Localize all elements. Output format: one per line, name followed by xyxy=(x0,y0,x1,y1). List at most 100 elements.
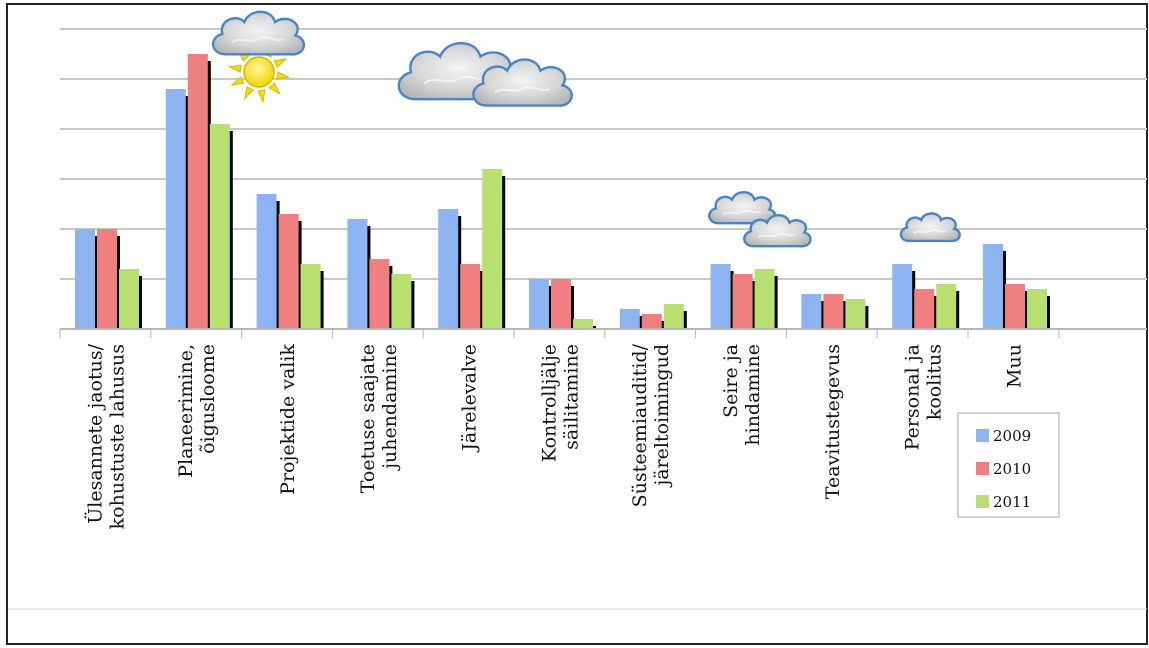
bar-shadow xyxy=(820,301,825,329)
bar-shadow xyxy=(275,201,280,329)
legend-swatch xyxy=(976,429,989,442)
bar-shadow xyxy=(206,61,211,329)
bar-2010: 2010: 1 xyxy=(551,279,571,329)
bar-2009: 2009: 2 xyxy=(75,229,95,329)
category-label-line: hindamine xyxy=(742,344,764,446)
bar-2010: 2010: 2.3 xyxy=(278,214,299,329)
bar-shadow xyxy=(548,286,552,329)
category-label: Kontrolljälje säilitamine xyxy=(538,344,582,462)
category-label-line: Toetuse saajate xyxy=(357,344,379,493)
bar-shadow xyxy=(729,271,734,329)
bar-2011: 2011: 1.1 xyxy=(391,274,412,329)
bar-shadow xyxy=(184,96,189,329)
bar-shadow xyxy=(933,296,938,329)
bar-2010: 2010: 1.3 xyxy=(460,264,481,329)
x-axis xyxy=(59,328,1147,338)
bar-shadow xyxy=(410,281,415,329)
bar-shadow xyxy=(570,286,574,329)
legend-label: 2009 xyxy=(993,427,1031,445)
bar-2011: 2011: 0.8 xyxy=(1027,289,1047,329)
category-label-line: kohustuste lahusus xyxy=(106,344,128,529)
bar-shadow xyxy=(479,271,484,329)
category-label-line: juhendamine xyxy=(379,344,401,471)
legend-swatch xyxy=(976,462,989,475)
legend-item: 2009 xyxy=(976,427,1031,445)
bar-2011: 2011: 3.2 xyxy=(482,169,503,329)
bar-2011: 2011: 0.2 xyxy=(573,319,593,329)
bar-shadow xyxy=(1046,296,1050,329)
bar-shadow xyxy=(842,301,847,329)
category-label-line: Seire ja xyxy=(720,344,742,418)
bar-shadow xyxy=(1002,251,1006,329)
bar-shadow xyxy=(138,276,142,329)
category-label-line: õigusloome xyxy=(197,344,219,454)
category-label-line: Planeerimine, xyxy=(175,344,197,478)
cloud-icon xyxy=(708,190,777,225)
bar-2010: 2010: 1.1 xyxy=(732,274,753,329)
outer-border xyxy=(6,3,1148,645)
bars: 2009: 22010: 22011: 1.22009: 4.82010: 5.… xyxy=(75,54,1050,329)
bar-shadow xyxy=(955,291,960,329)
bar-2011: 2011: 0.5 xyxy=(663,304,684,329)
bar-2009: 2009: 2.4 xyxy=(438,209,459,329)
bar-shadow xyxy=(366,226,371,329)
category-label-line: säilitamine xyxy=(560,344,582,450)
bar-2009: 2009: 1 xyxy=(529,279,549,329)
category-label: Toetuse saajate juhendamine xyxy=(357,344,401,493)
bar-2009: 2009: 1.3 xyxy=(710,264,731,329)
category-label: Planeerimine, õigusloome xyxy=(175,344,219,478)
bar-2010: 2010: 5.5 xyxy=(187,54,208,329)
bar-shadow xyxy=(228,131,233,329)
legend-label: 2011 xyxy=(993,493,1031,511)
category-label-line: Teavitustegevus xyxy=(822,344,844,499)
bar-shadow xyxy=(751,281,756,329)
bar-2010: 2010: 1.4 xyxy=(369,259,390,329)
bar-shadow xyxy=(660,321,665,329)
category-label: Projektide valik xyxy=(277,344,299,495)
category-label: Ülesannete jaotus/kohustuste lahusus xyxy=(83,343,128,529)
bar-shadow xyxy=(297,221,302,329)
legend-box xyxy=(957,412,1060,518)
bar-2011: 2011: 0.6 xyxy=(845,299,866,329)
category-label: Süsteemiauditid/järeltoimingud xyxy=(629,343,673,507)
bar-2009: 2009: 1.3 xyxy=(892,264,913,329)
category-label-line: Projektide valik xyxy=(277,344,299,495)
bar-shadow xyxy=(501,176,506,329)
category-label-line: järeltoimingud xyxy=(651,344,673,488)
category-label: Seire ja hindamine xyxy=(720,344,764,446)
bar-shadow xyxy=(1024,291,1028,329)
bar-2010: 2010: 2 xyxy=(97,229,117,329)
category-label-line: Järelevalve xyxy=(459,344,481,453)
weather-decorations xyxy=(211,10,961,248)
bar-shadow xyxy=(116,236,120,329)
bar-shadow xyxy=(773,276,778,329)
bar-shadow xyxy=(457,216,462,329)
bar-shadow xyxy=(94,236,98,329)
bar-2011: 2011: 0.9 xyxy=(936,284,957,329)
bar-2010: 2010: 0.3 xyxy=(641,314,662,329)
legend-item: 2010 xyxy=(976,460,1031,478)
cloud-icon xyxy=(472,58,573,107)
category-label: Personal ja koolitus xyxy=(902,344,946,450)
legend-label: 2010 xyxy=(993,460,1031,478)
legend-item: 2011 xyxy=(976,493,1031,511)
bar-2010: 2010: 0.9 xyxy=(1005,284,1025,329)
bar-shadow xyxy=(864,306,869,329)
category-label: Järelevalve xyxy=(459,344,481,453)
category-label-line: koolitus xyxy=(924,344,946,420)
bar-shadow xyxy=(911,271,916,329)
bar-shadow xyxy=(592,326,596,329)
bar-2011: 2011: 1.2 xyxy=(119,269,139,329)
bar-2009: 2009: 2.7 xyxy=(256,194,277,329)
category-label: Teavitustegevus xyxy=(822,344,844,499)
bar-shadow xyxy=(682,311,687,329)
category-label-line: Muu xyxy=(1003,344,1025,388)
cloud-icon xyxy=(743,213,812,248)
bar-2009: 2009: 1.7 xyxy=(983,244,1003,329)
category-label: Muu xyxy=(1003,344,1025,388)
bar-2010: 2010: 0.7 xyxy=(823,294,844,329)
legend-swatch xyxy=(976,495,989,508)
bar-2010: 2010: 0.8 xyxy=(914,289,935,329)
